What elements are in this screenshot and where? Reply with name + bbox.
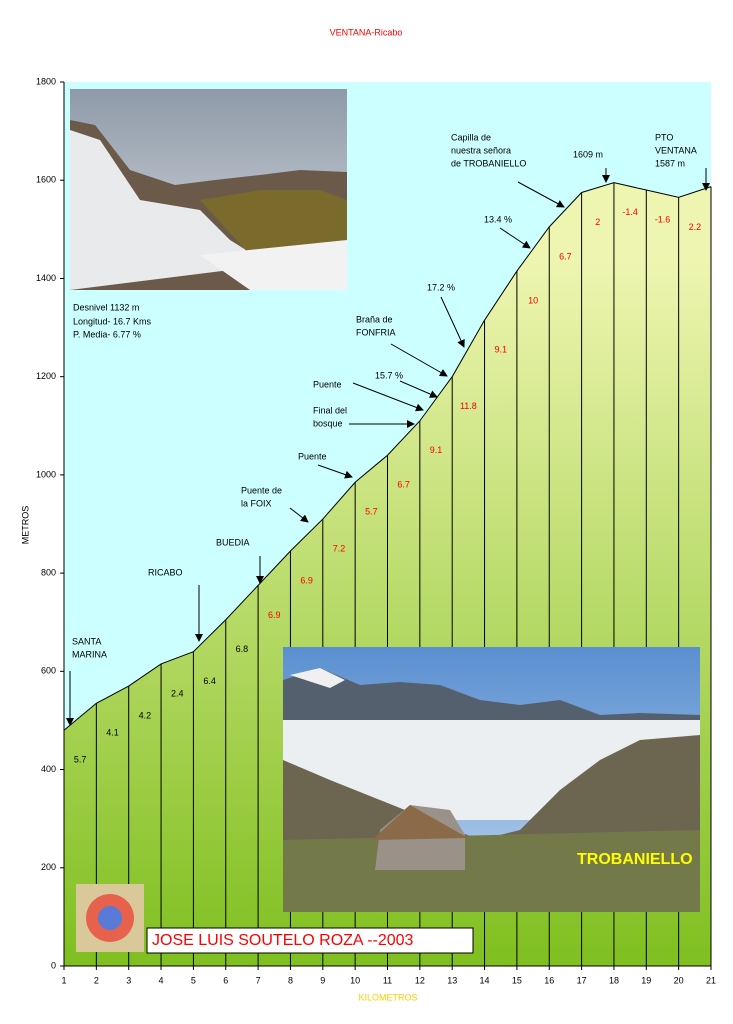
annotation: BUEDIA bbox=[216, 537, 250, 547]
x-tick-label: 9 bbox=[320, 975, 325, 985]
y-tick-label: 1200 bbox=[36, 371, 56, 381]
annotation-arrow bbox=[289, 507, 309, 523]
segment-label: 9.1 bbox=[430, 445, 443, 455]
x-tick-label: 11 bbox=[383, 975, 392, 985]
segment-label: 6.7 bbox=[397, 480, 410, 490]
segment-label: 10 bbox=[528, 295, 538, 305]
x-tick-label: 17 bbox=[577, 975, 587, 985]
segment-label: -1.6 bbox=[655, 214, 671, 224]
x-tick-label: 15 bbox=[512, 975, 522, 985]
y-tick-label: 1000 bbox=[36, 469, 56, 479]
author-box bbox=[146, 927, 474, 954]
info: Desnivel 1132 m bbox=[73, 302, 139, 312]
y-tick-label: 0 bbox=[51, 960, 56, 970]
annotation: Final del bbox=[313, 405, 347, 415]
annotation: 1609 m bbox=[573, 149, 603, 159]
photo bbox=[283, 647, 700, 912]
chart-title: VENTANA-Ricabo bbox=[330, 27, 403, 37]
y-axis-label: METROS bbox=[20, 506, 30, 545]
annotation: Puente bbox=[298, 451, 327, 461]
annotation: 17.2 % bbox=[427, 282, 455, 292]
annotation: RICABO bbox=[148, 567, 183, 577]
x-tick-label: 16 bbox=[544, 975, 554, 985]
x-tick-label: 4 bbox=[159, 975, 164, 985]
annotation: PTO bbox=[655, 132, 673, 142]
annotation-arrow bbox=[399, 380, 438, 398]
y-tick-label: 1600 bbox=[36, 175, 56, 185]
annotation: Puente de bbox=[241, 485, 282, 495]
segment-label: 9.1 bbox=[494, 345, 507, 355]
x-tick-label: 18 bbox=[609, 975, 619, 985]
info: Longitud- 16.7 Kms bbox=[73, 316, 152, 326]
annotation-arrow bbox=[517, 181, 565, 208]
segment-label: 6.7 bbox=[559, 251, 572, 261]
annotation-arrow bbox=[352, 382, 424, 412]
logo bbox=[76, 884, 144, 952]
photo bbox=[70, 89, 347, 290]
x-tick-label: 5 bbox=[191, 975, 196, 985]
segment-label: 2.2 bbox=[689, 222, 702, 232]
x-tick-label: 8 bbox=[288, 975, 293, 985]
annotation: 13.4 % bbox=[484, 214, 512, 224]
info: P. Media- 6.77 % bbox=[73, 329, 141, 339]
annotation: 15.7 % bbox=[375, 370, 403, 380]
annotation: 1587 m bbox=[655, 158, 685, 168]
annotation: Puente bbox=[313, 379, 342, 389]
y-tick-label: 1400 bbox=[36, 273, 56, 283]
annotation: MARINA bbox=[72, 649, 107, 659]
annotation: Capilla de bbox=[451, 132, 491, 142]
segment-label: 6.8 bbox=[236, 644, 249, 654]
x-axis-label: KILOMETROS bbox=[358, 992, 417, 1002]
x-tick-label: 21 bbox=[706, 975, 716, 985]
y-tick-label: 800 bbox=[41, 567, 56, 577]
annotation: nuestra señora bbox=[451, 145, 511, 155]
photo-caption: TROBANIELLO bbox=[577, 851, 693, 868]
x-tick-label: 12 bbox=[415, 975, 425, 985]
annotation-arrow bbox=[440, 296, 465, 348]
segment-label: -1.4 bbox=[622, 207, 638, 217]
x-tick-label: 10 bbox=[350, 975, 360, 985]
segment-label: 4.1 bbox=[106, 728, 119, 738]
segment-label: 4.2 bbox=[139, 710, 152, 720]
annotation-arrow bbox=[499, 227, 531, 249]
author: JOSE LUIS SOUTELO ROZA --2003 bbox=[152, 932, 414, 949]
annotation: bosque bbox=[313, 418, 343, 428]
x-tick-label: 3 bbox=[126, 975, 131, 985]
annotation: la FOIX bbox=[241, 498, 272, 508]
y-tick-label: 600 bbox=[41, 666, 56, 676]
segment-label: 5.7 bbox=[74, 755, 87, 765]
annotation-arrow bbox=[317, 464, 353, 479]
segment-label: 6.9 bbox=[268, 610, 281, 620]
x-tick-label: 7 bbox=[256, 975, 261, 985]
y-tick-label: 1800 bbox=[36, 76, 56, 86]
segment-label: 7.2 bbox=[333, 543, 346, 553]
x-tick-label: 2 bbox=[94, 975, 99, 985]
annotation: de TROBANIELLO bbox=[451, 158, 526, 168]
x-tick-label: 1 bbox=[61, 975, 66, 985]
annotation: FONFRIA bbox=[356, 327, 396, 337]
y-tick-label: 400 bbox=[41, 764, 56, 774]
annotation: Braña de bbox=[356, 314, 393, 324]
x-tick-label: 14 bbox=[480, 975, 490, 985]
x-tick-label: 20 bbox=[674, 975, 684, 985]
x-tick-label: 13 bbox=[447, 975, 457, 985]
annotation: VENTANA bbox=[655, 145, 697, 155]
annotation: SANTA bbox=[72, 636, 101, 646]
x-tick-label: 19 bbox=[641, 975, 651, 985]
segment-label: 2.4 bbox=[171, 688, 184, 698]
x-tick-label: 6 bbox=[223, 975, 228, 985]
annotation-arrow bbox=[390, 343, 448, 377]
segment-label: 2 bbox=[595, 217, 600, 227]
segment-label: 5.7 bbox=[365, 507, 378, 517]
segment-label: 6.4 bbox=[203, 676, 216, 686]
profile-line bbox=[63, 182, 712, 731]
segment-label: 11.8 bbox=[460, 401, 477, 411]
segment-label: 6.9 bbox=[300, 575, 313, 585]
y-tick-label: 200 bbox=[41, 862, 56, 872]
